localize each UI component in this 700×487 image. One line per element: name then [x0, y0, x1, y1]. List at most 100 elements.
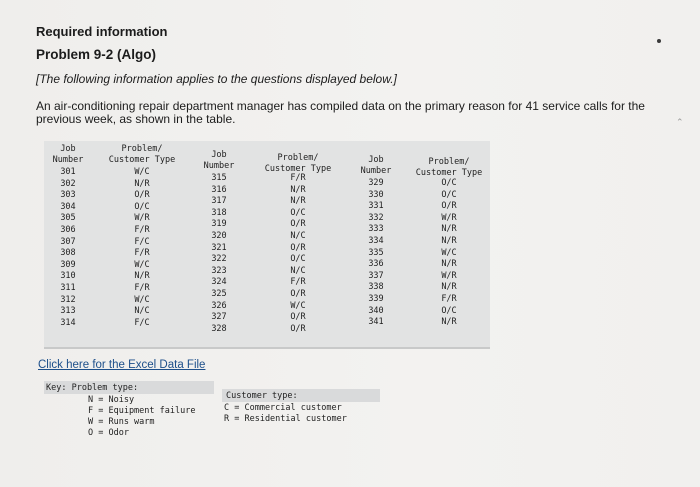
- job-number-cell: 307: [60, 236, 76, 247]
- job-number-cell: 303: [60, 190, 76, 201]
- problem-customer-type-cell: F/C: [134, 236, 150, 247]
- problem-customer-type-cell: N/R: [441, 224, 457, 235]
- key-item-equipment-failure: F = Equipment failure: [88, 406, 196, 416]
- job-number-cell: 314: [60, 317, 76, 328]
- problem-customer-type-cell: W/C: [441, 247, 457, 258]
- problem-customer-type-cell: O/R: [290, 312, 306, 323]
- job-number-cell: 305: [60, 213, 76, 224]
- job-number-cell: 339: [368, 294, 384, 304]
- job-number-cell: 304: [60, 201, 76, 212]
- problem-customer-type-cell: O/R: [134, 190, 150, 201]
- job-number-cell: 317: [211, 196, 227, 207]
- header-job-number-2: Job Number: [203, 150, 235, 171]
- service-calls-table: Job Number Problem/ Customer Type Job Nu…: [44, 141, 490, 349]
- header-job-number-3: Job Number: [360, 155, 392, 176]
- key-item-noisy: N = Noisy: [88, 395, 135, 405]
- header-customer-type-2: Problem/ Customer Type: [264, 153, 332, 174]
- job-number-cell: 324: [211, 277, 227, 288]
- job-number-cell: 331: [368, 201, 384, 212]
- job-number-cell: 311: [60, 283, 76, 293]
- info-note: [The following information applies to th…: [36, 72, 397, 86]
- key-customer-type-title: Customer type:: [226, 391, 298, 401]
- header-customer-type-1: Problem/ Customer Type: [108, 144, 176, 165]
- problem-customer-type-cell: N/R: [290, 196, 306, 207]
- job-number-cell: 301: [60, 167, 76, 177]
- header-job-number-1: Job Number: [52, 144, 84, 165]
- problem-customer-type-cell: N/C: [134, 306, 150, 317]
- problem-customer-type-cell: F/R: [134, 248, 150, 259]
- problem-customer-type-cell: O/R: [290, 289, 306, 299]
- job-number-cell: 309: [60, 259, 76, 270]
- problem-customer-type-cell: F/R: [134, 283, 150, 293]
- problem-description: An air-conditioning repair department ma…: [36, 99, 645, 126]
- job-number-cell: 321: [211, 242, 227, 253]
- problem-customer-type-cell: O/C: [134, 201, 150, 212]
- key-item-odor: O = Odor: [88, 428, 129, 438]
- key-problem-type-header-bg: [44, 381, 214, 394]
- problem-title: Problem 9-2 (Algo): [36, 47, 157, 62]
- problem-customer-type-cell: W/C: [134, 259, 150, 270]
- problem-customer-type-cell: F/R: [290, 277, 306, 288]
- key-item-commercial: C = Commercial customer: [224, 403, 342, 413]
- job-number-cell: 338: [368, 282, 384, 293]
- problem-customer-type-cell: O/C: [290, 254, 306, 265]
- key-customer-type-header-bg: [222, 389, 380, 402]
- job-number-cell: 319: [211, 219, 227, 230]
- job-number-cell: 322: [211, 254, 227, 265]
- problem-customer-type-cell: W/C: [290, 300, 306, 311]
- problem-customer-type-cell: W/R: [441, 212, 457, 223]
- job-number-cell: 320: [211, 231, 227, 241]
- job-number-cell: 340: [368, 305, 384, 316]
- problem-customer-type-cell: F/R: [441, 294, 457, 304]
- problem-customer-type-cell: N/R: [134, 271, 150, 282]
- job-number-cell: 326: [211, 300, 227, 311]
- job-number-cell: 325: [211, 289, 227, 299]
- problem-customer-type-cell: W/C: [134, 167, 150, 177]
- problem-customer-type-cell: W/R: [134, 213, 150, 224]
- key-problem-type-title: Key: Problem type:: [46, 383, 139, 393]
- job-number-cell: 334: [368, 236, 384, 246]
- dot-marker: [657, 39, 661, 43]
- job-number-cell: 323: [211, 265, 227, 276]
- problem-customer-type-cell: O/R: [290, 242, 306, 253]
- job-number-cell: 318: [211, 207, 227, 218]
- job-number-cell: 302: [60, 178, 76, 189]
- problem-customer-type-cell: W/R: [441, 270, 457, 281]
- job-number-cell: 306: [60, 225, 76, 235]
- job-number-cell: 330: [368, 189, 384, 200]
- job-number-cell: 316: [211, 184, 227, 195]
- job-number-cell: 313: [60, 306, 76, 317]
- problem-customer-type-cell: W/C: [134, 294, 150, 305]
- problem-customer-type-cell: O/R: [290, 323, 306, 334]
- job-number-cell: 329: [368, 178, 384, 188]
- job-number-cell: 315: [211, 173, 227, 183]
- problem-customer-type-cell: N/R: [441, 236, 457, 246]
- problem-customer-type-cell: N/C: [290, 231, 306, 241]
- header-customer-type-3: Problem/ Customer Type: [415, 157, 483, 178]
- problem-customer-type-cell: O/R: [441, 201, 457, 212]
- problem-customer-type-cell: O/C: [441, 189, 457, 200]
- collapse-chevron-icon[interactable]: ⌃: [676, 117, 684, 127]
- problem-customer-type-cell: O/C: [290, 207, 306, 218]
- problem-customer-type-cell: N/R: [441, 282, 457, 293]
- problem-customer-type-cell: N/R: [441, 259, 457, 270]
- problem-customer-type-cell: N/R: [134, 178, 150, 189]
- job-number-cell: 327: [211, 312, 227, 323]
- problem-customer-type-cell: O/C: [441, 178, 457, 188]
- problem-customer-type-cell: N/R: [290, 184, 306, 195]
- job-number-cell: 332: [368, 212, 384, 223]
- job-number-cell: 335: [368, 247, 384, 258]
- job-number-cell: 328: [211, 323, 227, 334]
- job-number-cell: 337: [368, 270, 384, 281]
- key-item-residential: R = Residential customer: [224, 414, 347, 424]
- required-info-heading: Required information: [36, 24, 168, 39]
- problem-customer-type-cell: F/R: [290, 173, 306, 183]
- key-item-runs-warm: W = Runs warm: [88, 417, 155, 427]
- job-number-cell: 312: [60, 294, 76, 305]
- job-number-cell: 308: [60, 248, 76, 259]
- excel-data-file-link[interactable]: Click here for the Excel Data File: [38, 359, 206, 371]
- job-number-cell: 336: [368, 259, 384, 270]
- problem-customer-type-cell: O/R: [290, 219, 306, 230]
- job-number-cell: 333: [368, 224, 384, 235]
